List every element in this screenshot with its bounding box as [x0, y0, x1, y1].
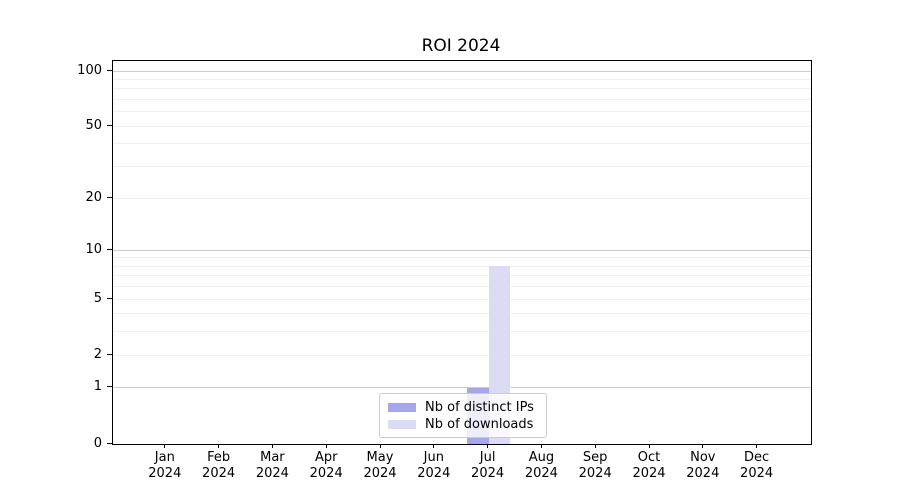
x-tick-mark	[433, 444, 435, 448]
legend-item-distinct-ips: Nb of distinct IPs	[388, 399, 538, 416]
minor-gridline	[113, 354, 811, 356]
x-tick-mark	[540, 444, 542, 448]
y-tick-mark	[107, 124, 112, 126]
legend-item-downloads: Nb of downloads	[388, 416, 538, 433]
y-tick-mark	[107, 297, 112, 299]
minor-gridline	[113, 298, 811, 300]
x-tick-label: Aug 2024	[524, 450, 558, 481]
minor-gridline	[113, 197, 811, 199]
x-tick-mark	[594, 444, 596, 448]
minor-gridline	[113, 313, 811, 315]
y-tick-mark	[107, 196, 112, 198]
minor-gridline	[113, 125, 811, 127]
x-tick-mark	[325, 444, 327, 448]
minor-gridline	[113, 99, 811, 101]
x-tick-label: Apr 2024	[309, 450, 343, 481]
x-tick-mark	[271, 444, 273, 448]
x-tick-label: Jun 2024	[417, 450, 451, 481]
y-tick-label: 2	[93, 346, 102, 362]
x-tick-mark	[702, 444, 704, 448]
major-gridline	[113, 249, 811, 251]
major-gridline	[113, 70, 811, 72]
minor-gridline	[113, 257, 811, 259]
x-tick-label: Nov 2024	[686, 450, 720, 481]
legend-swatch-distinct-ips	[388, 403, 416, 412]
plot-area: Nb of distinct IPs Nb of downloads	[112, 60, 812, 445]
x-tick-label: Mar 2024	[255, 450, 289, 481]
y-tick-label: 1	[93, 379, 102, 395]
minor-gridline	[113, 275, 811, 277]
y-tick-label: 100	[77, 62, 102, 78]
y-tick-label: 0	[93, 435, 102, 451]
minor-gridline	[113, 331, 811, 333]
x-tick-label: Dec 2024	[740, 450, 774, 481]
major-gridline	[113, 387, 811, 389]
y-tick-mark	[107, 442, 112, 444]
minor-gridline	[113, 143, 811, 145]
minor-gridline	[113, 166, 811, 168]
x-tick-mark	[756, 444, 758, 448]
x-tick-mark	[648, 444, 650, 448]
y-tick-label: 10	[85, 241, 102, 257]
x-tick-label: May 2024	[363, 450, 397, 481]
chart-legend: Nb of distinct IPs Nb of downloads	[379, 393, 547, 438]
x-tick-mark	[218, 444, 220, 448]
minor-gridline	[113, 111, 811, 113]
y-tick-mark	[107, 69, 112, 71]
x-tick-mark	[487, 444, 489, 448]
y-tick-label: 5	[93, 290, 102, 306]
x-tick-label: Feb 2024	[202, 450, 236, 481]
y-tick-mark	[107, 386, 112, 388]
x-tick-label: Sep 2024	[578, 450, 612, 481]
y-tick-mark	[107, 353, 112, 355]
legend-label-downloads: Nb of downloads	[425, 416, 534, 432]
minor-gridline	[113, 88, 811, 90]
minor-gridline	[113, 286, 811, 288]
x-tick-label: Jan 2024	[148, 450, 182, 481]
y-tick-label: 20	[85, 189, 102, 205]
x-tick-mark	[164, 444, 166, 448]
y-tick-label: 50	[85, 117, 102, 133]
chart-title: ROI 2024	[421, 36, 501, 56]
minor-gridline	[113, 265, 811, 267]
legend-label-distinct-ips: Nb of distinct IPs	[425, 399, 534, 415]
y-tick-mark	[107, 248, 112, 250]
minor-gridline	[113, 79, 811, 81]
legend-swatch-downloads	[388, 420, 416, 429]
x-tick-mark	[379, 444, 381, 448]
x-tick-label: Oct 2024	[632, 450, 666, 481]
x-tick-label: Jul 2024	[471, 450, 505, 481]
